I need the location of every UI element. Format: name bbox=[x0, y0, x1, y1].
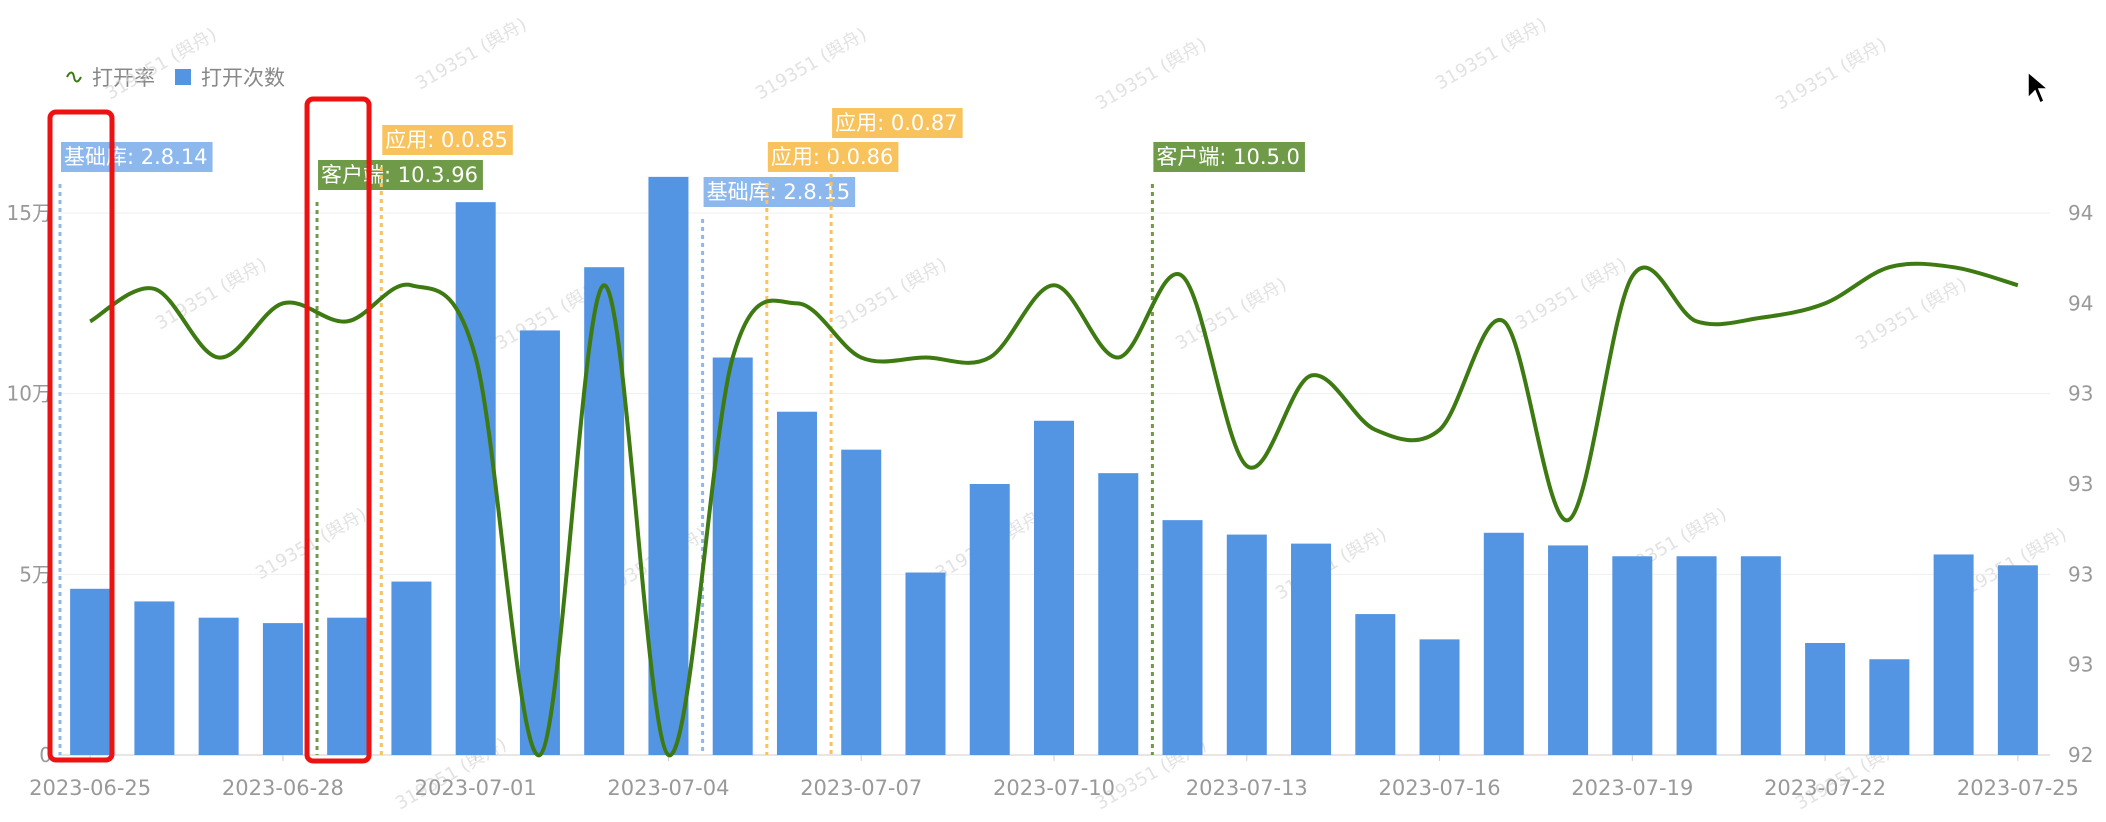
bar bbox=[134, 601, 175, 755]
watermark-text: 319351 (舆舟) bbox=[1432, 14, 1550, 94]
legend-item-open-rate[interactable]: 打开率 bbox=[66, 62, 155, 92]
x-tick-label: 2023-07-25 bbox=[1957, 776, 2079, 800]
bar bbox=[1419, 639, 1460, 755]
annotation-tag bbox=[1153, 142, 1305, 172]
bar bbox=[1226, 534, 1267, 755]
bar bbox=[1548, 545, 1589, 755]
y-right-tick-label: 93 bbox=[2068, 382, 2093, 406]
highlight-box bbox=[47, 109, 115, 763]
bar bbox=[648, 176, 689, 755]
y-left-tick-label: 5万 bbox=[19, 562, 52, 586]
y-left-tick-label: 10万 bbox=[7, 382, 52, 406]
bar bbox=[455, 202, 496, 755]
y-left-tick-label: 15万 bbox=[7, 201, 52, 225]
watermark-text: 319351 (舆舟) bbox=[1092, 34, 1210, 114]
x-tick-label: 2023-07-07 bbox=[800, 776, 922, 800]
watermark-text: 319351 (舆舟) bbox=[1272, 524, 1390, 604]
legend-label-open-count: 打开次数 bbox=[201, 66, 285, 90]
y-right-tick-label: 93 bbox=[2068, 472, 2093, 496]
x-tick-label: 2023-07-13 bbox=[1186, 776, 1308, 800]
highlight-box bbox=[304, 96, 372, 764]
bar bbox=[70, 588, 111, 755]
bar bbox=[841, 449, 882, 755]
annotation-label: 应用: 0.0.85 bbox=[385, 128, 508, 152]
x-tick-label: 2023-07-16 bbox=[1379, 776, 1501, 800]
annotation-tag bbox=[61, 142, 213, 172]
annotation-label: 应用: 0.0.86 bbox=[771, 145, 894, 169]
x-tick-label: 2023-07-22 bbox=[1764, 776, 1886, 800]
bar bbox=[1483, 532, 1524, 755]
bar bbox=[776, 411, 817, 755]
legend-label-open-rate: 打开率 bbox=[92, 66, 155, 90]
bar bbox=[1997, 565, 2038, 755]
watermark-text: 319351 (舆舟) bbox=[832, 254, 950, 334]
watermark-text: 319351 (舆舟) bbox=[412, 14, 530, 94]
y-right-tick-label: 92 bbox=[2068, 743, 2093, 767]
bar bbox=[262, 623, 303, 755]
bar bbox=[1612, 556, 1653, 755]
bar bbox=[969, 484, 1010, 755]
bar bbox=[1740, 556, 1781, 755]
mouse-cursor-icon bbox=[2027, 70, 2050, 105]
y-right-tick-label: 93 bbox=[2068, 653, 2093, 677]
bar bbox=[1933, 554, 1974, 755]
y-right-tick-label: 94 bbox=[2068, 201, 2093, 225]
x-tick-label: 2023-06-25 bbox=[29, 776, 151, 800]
bar bbox=[327, 617, 368, 755]
y-right-tick-label: 93 bbox=[2068, 562, 2093, 586]
annotation-label: 应用: 0.0.87 bbox=[835, 111, 958, 135]
annotation-tag bbox=[318, 160, 483, 190]
bar bbox=[1162, 520, 1203, 755]
bar bbox=[1805, 642, 1846, 755]
bar bbox=[391, 581, 432, 755]
watermark-text: 319351 (舆舟) bbox=[1772, 34, 1890, 114]
annotation-tag bbox=[767, 142, 899, 172]
bar bbox=[1355, 614, 1396, 755]
bar bbox=[1869, 659, 1910, 755]
bar bbox=[1676, 556, 1717, 755]
line-series-icon bbox=[66, 71, 82, 83]
bar bbox=[1034, 420, 1074, 755]
annotation-tag bbox=[382, 125, 513, 155]
bar bbox=[1098, 473, 1139, 755]
bar-series-icon bbox=[175, 69, 191, 85]
legend-item-open-count[interactable]: 打开次数 bbox=[175, 62, 285, 92]
bar bbox=[905, 572, 946, 755]
bar bbox=[1291, 543, 1332, 755]
watermark-text: 319351 (舆舟) bbox=[252, 504, 370, 584]
x-tick-label: 2023-07-19 bbox=[1571, 776, 1693, 800]
watermark-text: 319351 (舆舟) bbox=[152, 254, 270, 334]
annotation-label: 客户端: 10.3.96 bbox=[321, 163, 478, 187]
x-tick-label: 2023-07-01 bbox=[415, 776, 537, 800]
annotation-label: 客户端: 10.5.0 bbox=[1156, 145, 1300, 169]
x-tick-label: 2023-07-04 bbox=[607, 776, 729, 800]
bar bbox=[712, 357, 753, 755]
annotation-tag bbox=[832, 108, 963, 138]
watermark-text: 319351 (舆舟) bbox=[752, 24, 870, 104]
watermark-text: 319351 (舆舟) bbox=[102, 24, 220, 104]
line-series-open-rate bbox=[89, 261, 2019, 758]
annotation-label: 基础库: 2.8.14 bbox=[64, 145, 208, 169]
annotation-label: 基础库: 2.8.15 bbox=[707, 180, 851, 204]
x-tick-label: 2023-07-10 bbox=[993, 776, 1115, 800]
y-right-tick-label: 94 bbox=[2068, 291, 2093, 315]
watermark-text: 319351 (舆舟) bbox=[1512, 254, 1630, 334]
legend: 打开率 打开次数 bbox=[66, 62, 285, 92]
bar bbox=[198, 617, 239, 755]
x-tick-label: 2023-06-28 bbox=[222, 776, 344, 800]
watermark-text: 319351 (舆舟) bbox=[1852, 274, 1970, 354]
